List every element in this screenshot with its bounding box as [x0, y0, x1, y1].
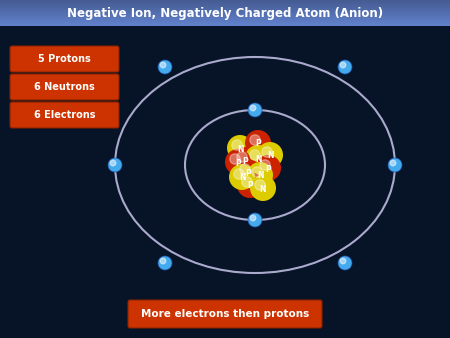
Circle shape	[230, 154, 240, 164]
Circle shape	[232, 147, 258, 173]
Text: N: N	[255, 154, 261, 164]
FancyBboxPatch shape	[128, 300, 322, 328]
Circle shape	[257, 142, 283, 168]
Circle shape	[232, 140, 242, 150]
Circle shape	[160, 62, 166, 68]
Circle shape	[260, 160, 270, 170]
FancyBboxPatch shape	[10, 46, 119, 72]
Circle shape	[235, 159, 261, 185]
Circle shape	[255, 155, 281, 181]
Circle shape	[237, 172, 263, 198]
Text: Negative Ion, Negatively Charged Atom (Anion): Negative Ion, Negatively Charged Atom (A…	[67, 6, 383, 20]
Circle shape	[245, 130, 271, 156]
Text: P: P	[247, 182, 253, 191]
Circle shape	[338, 256, 352, 270]
Circle shape	[110, 160, 116, 166]
Text: N: N	[239, 173, 245, 183]
Circle shape	[250, 215, 256, 221]
Circle shape	[158, 60, 172, 74]
Circle shape	[247, 162, 273, 188]
Text: P: P	[242, 156, 248, 166]
Circle shape	[250, 150, 260, 160]
Circle shape	[227, 135, 253, 161]
Circle shape	[240, 164, 250, 174]
Circle shape	[250, 175, 276, 201]
Text: P: P	[265, 165, 271, 173]
Text: N: N	[260, 185, 266, 193]
FancyBboxPatch shape	[10, 74, 119, 100]
Text: N: N	[257, 171, 263, 180]
Text: N: N	[267, 151, 273, 161]
Circle shape	[248, 213, 262, 227]
Circle shape	[158, 256, 172, 270]
Circle shape	[108, 158, 122, 172]
Circle shape	[262, 147, 272, 157]
Circle shape	[388, 158, 402, 172]
Circle shape	[242, 177, 252, 187]
Circle shape	[390, 160, 396, 166]
Circle shape	[250, 105, 256, 111]
Text: 5 Protons: 5 Protons	[38, 54, 91, 64]
Circle shape	[234, 169, 244, 179]
Text: P: P	[255, 140, 261, 148]
Text: More electrons then protons: More electrons then protons	[141, 309, 309, 319]
Circle shape	[340, 62, 346, 68]
Circle shape	[340, 258, 346, 264]
Circle shape	[229, 164, 255, 190]
Text: P: P	[245, 169, 251, 177]
Text: 6 Electrons: 6 Electrons	[34, 110, 95, 120]
Circle shape	[252, 167, 262, 177]
Circle shape	[245, 145, 271, 171]
Circle shape	[225, 149, 251, 175]
Circle shape	[255, 180, 265, 190]
Text: N: N	[237, 145, 243, 153]
Circle shape	[250, 135, 260, 145]
Circle shape	[237, 152, 247, 162]
Circle shape	[160, 258, 166, 264]
FancyBboxPatch shape	[10, 102, 119, 128]
Text: 6 Neutrons: 6 Neutrons	[34, 82, 95, 92]
Circle shape	[248, 103, 262, 117]
Circle shape	[338, 60, 352, 74]
Text: P: P	[235, 159, 241, 168]
